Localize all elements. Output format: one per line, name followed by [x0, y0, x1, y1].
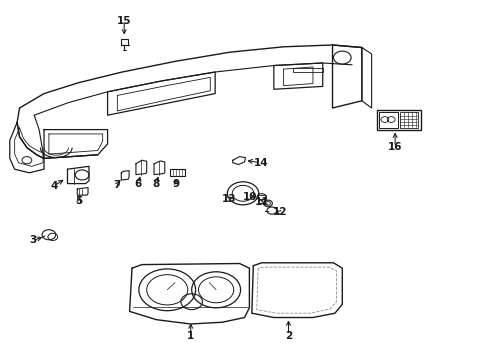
Text: 10: 10 — [243, 192, 257, 202]
Text: 3: 3 — [30, 235, 37, 246]
Text: 8: 8 — [153, 179, 160, 189]
Text: 13: 13 — [221, 194, 236, 204]
Text: 7: 7 — [113, 180, 121, 190]
Text: 2: 2 — [285, 330, 291, 341]
Bar — [121, 39, 127, 45]
Text: 14: 14 — [253, 158, 267, 168]
Bar — [257, 195, 265, 199]
Text: 4: 4 — [50, 181, 58, 191]
Bar — [293, 68, 322, 72]
Bar — [376, 110, 420, 130]
Text: 11: 11 — [254, 197, 268, 207]
Bar — [378, 112, 397, 128]
Text: 9: 9 — [172, 179, 179, 189]
Bar — [399, 112, 417, 128]
Text: 15: 15 — [117, 16, 131, 26]
Bar — [170, 169, 184, 176]
Text: 12: 12 — [272, 207, 286, 217]
Text: 5: 5 — [76, 195, 82, 206]
Text: 1: 1 — [187, 330, 194, 341]
Text: 6: 6 — [135, 179, 142, 189]
Text: 16: 16 — [387, 142, 402, 152]
